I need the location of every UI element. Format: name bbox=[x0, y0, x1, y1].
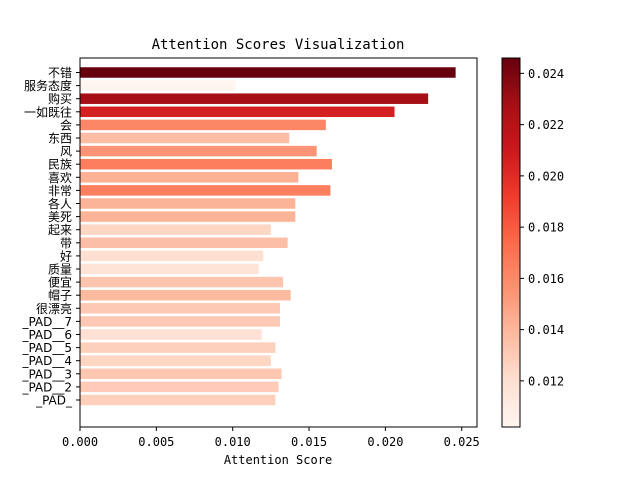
category-label: 服务态度 bbox=[24, 78, 72, 93]
x-axis-ticks: 0.000 0.005 0.010 0.015 0.020 0.025 bbox=[62, 427, 480, 449]
colorbar-tick-label: 0.012 bbox=[528, 374, 564, 388]
category-label: 购买 bbox=[48, 91, 72, 106]
category-label: 质量 bbox=[48, 263, 72, 277]
category-label: 起来 bbox=[48, 223, 72, 237]
category-label: _PAD__6 bbox=[21, 328, 72, 342]
category-label: 风 bbox=[60, 145, 72, 159]
category-label: _PAD_ bbox=[35, 394, 73, 408]
x-tick-label: 0.000 bbox=[62, 435, 98, 449]
bar bbox=[80, 67, 456, 78]
category-label: 民族 bbox=[48, 158, 72, 172]
bar bbox=[80, 158, 332, 170]
bar bbox=[80, 93, 429, 104]
bar bbox=[80, 381, 279, 393]
bar bbox=[80, 250, 264, 262]
bar bbox=[80, 106, 395, 118]
bar bbox=[80, 237, 288, 249]
bar bbox=[80, 355, 271, 366]
colorbar-tick-label: 0.014 bbox=[528, 323, 564, 337]
colorbar-tick-label: 0.020 bbox=[528, 169, 564, 183]
bar bbox=[80, 368, 282, 380]
x-tick-label: 0.020 bbox=[367, 435, 403, 449]
bar bbox=[80, 263, 259, 275]
category-label: 喜欢 bbox=[48, 170, 72, 185]
category-label: _PAD__4 bbox=[21, 354, 72, 368]
bar bbox=[80, 198, 296, 209]
category-label: 美死 bbox=[48, 210, 72, 224]
bar bbox=[80, 329, 262, 340]
bar bbox=[80, 394, 276, 406]
category-label: _PAD__3 bbox=[21, 367, 72, 381]
category-label: 一如既往 bbox=[24, 104, 72, 119]
category-label: 便宜 bbox=[48, 275, 72, 290]
bar bbox=[80, 303, 281, 314]
category-label: _PAD__2 bbox=[21, 380, 72, 394]
category-label: 不错 bbox=[48, 66, 72, 80]
category-label: 好 bbox=[60, 249, 72, 263]
x-tick-label: 0.005 bbox=[138, 435, 174, 449]
category-label: 很漂亮 bbox=[36, 301, 72, 316]
colorbar-tick-label: 0.016 bbox=[528, 272, 564, 286]
category-label: 东西 bbox=[48, 132, 72, 146]
category-label: 各人 bbox=[48, 196, 72, 211]
category-label: 会 bbox=[60, 118, 72, 132]
bar bbox=[80, 289, 291, 301]
category-labels: 不错服务态度购买一如既往会东西风民族喜欢非常各人美死起来带好质量便宜帽子很漂亮_… bbox=[21, 66, 80, 408]
bar bbox=[80, 342, 276, 353]
colorbar-ticks: 0.012 0.014 0.016 0.018 0.020 0.022 0.024 bbox=[520, 67, 564, 388]
colorbar-tick-label: 0.024 bbox=[528, 67, 564, 81]
x-tick-label: 0.025 bbox=[444, 435, 480, 449]
category-label: _PAD__5 bbox=[21, 341, 72, 355]
bar bbox=[80, 80, 236, 91]
bars-layer bbox=[80, 67, 456, 406]
bar bbox=[80, 211, 296, 222]
bar bbox=[80, 172, 299, 183]
colorbar bbox=[501, 57, 521, 428]
bar bbox=[80, 132, 290, 144]
x-tick-label: 0.015 bbox=[291, 435, 327, 449]
x-axis-title: Attention Score bbox=[224, 453, 332, 467]
bar bbox=[80, 185, 331, 196]
category-label: 非常 bbox=[48, 184, 72, 198]
plot-frame bbox=[79, 57, 478, 428]
bar bbox=[80, 276, 284, 288]
category-label: _PAD__7 bbox=[21, 315, 72, 329]
colorbar-tick-label: 0.022 bbox=[528, 118, 564, 132]
colorbar-tick-label: 0.018 bbox=[528, 221, 564, 235]
x-tick-label: 0.010 bbox=[215, 435, 251, 449]
bar bbox=[80, 145, 317, 157]
bar bbox=[80, 224, 271, 235]
bar bbox=[80, 316, 281, 327]
chart-title: Attention Scores Visualization bbox=[152, 37, 405, 53]
bar bbox=[80, 119, 326, 131]
category-label: 帽子 bbox=[48, 288, 72, 303]
category-label: 带 bbox=[60, 236, 72, 250]
